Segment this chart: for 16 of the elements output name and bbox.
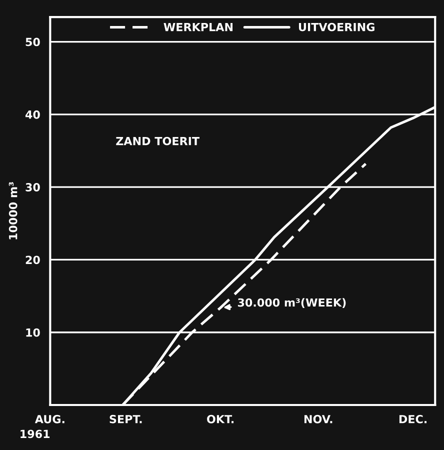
y-tick-label: 20 — [26, 256, 40, 264]
x-tick-label: SEPT. — [110, 414, 142, 424]
x-tick-label: AUG. — [34, 414, 64, 424]
y-axis-title: 10000 m³ — [8, 182, 18, 240]
y-tick-label: 50 — [26, 38, 40, 46]
x-tick-label: NOV. — [304, 414, 332, 424]
legend-label: UITVOERING — [298, 22, 374, 32]
y-tick-label: 30 — [26, 183, 40, 192]
x-tick-label: DEC. — [399, 414, 426, 424]
annotation: 30.000 m³(WEEK) — [238, 298, 346, 308]
x-tick-label: OKT. — [207, 414, 234, 424]
annotation: ZAND TOERIT — [116, 136, 200, 146]
y-tick-label: 10 — [26, 328, 40, 337]
y-tick-label: 40 — [25, 110, 40, 119]
legend-label: WERKPLAN — [164, 23, 232, 32]
text: 1961 — [20, 430, 50, 438]
